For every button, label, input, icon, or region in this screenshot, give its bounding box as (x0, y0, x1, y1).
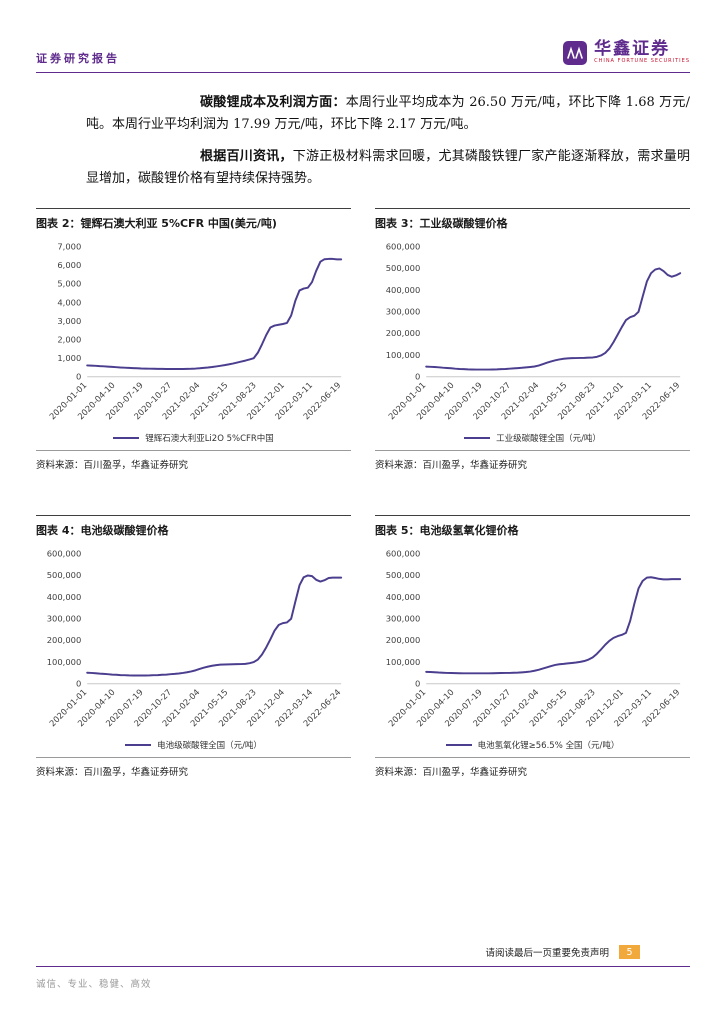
paragraph-baichuan-news: 根据百川资讯，下游正极材料需求回暖，尤其磷酸铁锂厂家产能逐渐释放，需求量明显增加… (86, 146, 690, 191)
chart-legend: 锂辉石澳大利亚Li2O 5%CFR中国 (36, 432, 351, 444)
chart-legend: 工业级碳酸锂全国（元/吨） (375, 432, 690, 444)
svg-text:0: 0 (415, 372, 420, 382)
chart-source: 资料来源：百川盈孚，华鑫证券研究 (36, 449, 351, 471)
svg-text:0: 0 (76, 372, 81, 382)
svg-text:6,000: 6,000 (57, 260, 81, 270)
svg-text:500,000: 500,000 (386, 570, 421, 580)
svg-text:400,000: 400,000 (47, 592, 82, 602)
svg-text:100,000: 100,000 (386, 350, 421, 360)
chart-legend: 电池级碳酸锂全国（元/吨） (36, 739, 351, 751)
page-number-badge: 5 (619, 945, 640, 959)
legend-line-swatch (125, 743, 152, 746)
svg-text:0: 0 (76, 678, 81, 688)
legend-label: 工业级碳酸锂全国（元/吨） (496, 433, 601, 444)
svg-text:0: 0 (415, 678, 420, 688)
brand-text: 华鑫证券 CHINA FORTUNE SECURITIES (594, 41, 690, 64)
svg-text:500,000: 500,000 (47, 570, 82, 580)
chart-title: 图表 4：电池级碳酸锂价格 (36, 514, 351, 542)
legend-label: 电池氢氧化锂≥56.5% 全国（元/吨） (477, 740, 620, 751)
legend-line-swatch (445, 743, 472, 746)
svg-text:7,000: 7,000 (57, 242, 81, 252)
svg-text:600,000: 600,000 (47, 548, 82, 558)
chart-legend: 电池氢氧化锂≥56.5% 全国（元/吨） (375, 739, 690, 751)
charts-grid: 图表 2：锂辉石澳大利亚 5%CFR 中国(美元/吨) 0 1,000 2,000 3… (36, 208, 690, 778)
paragraph-cost-profit: 碳酸锂成本及利润方面：本周行业平均成本为 26.50 万元/吨，环比下降 1.6… (86, 92, 690, 137)
paragraph-lead: 根据百川资讯， (200, 148, 293, 164)
brand-name: 华鑫证券 (594, 39, 671, 60)
brand-block: 华鑫证券 CHINA FORTUNE SECURITIES (562, 40, 690, 66)
svg-text:600,000: 600,000 (386, 242, 421, 252)
svg-text:600,000: 600,000 (386, 548, 421, 558)
svg-text:3,000: 3,000 (57, 316, 81, 326)
header-divider (36, 72, 690, 73)
chart-source: 资料来源：百川盈孚，华鑫证券研究 (375, 756, 690, 778)
disclaimer-row: 请阅读最后一页重要免责声明 5 (36, 945, 690, 959)
legend-label: 电池级碳酸锂全国（元/吨） (157, 740, 262, 751)
svg-text:1,000: 1,000 (57, 353, 81, 363)
line-chart: 0 100,000 200,000 300,000 400,000 500,000 600,… (47, 548, 343, 728)
svg-text:5,000: 5,000 (57, 279, 81, 289)
svg-text:400,000: 400,000 (386, 592, 421, 602)
disclaimer-text: 请阅读最后一页重要免责声明 (485, 948, 609, 959)
chart-panel-industrial-carbonate: 图表 3：工业级碳酸锂价格 0 100,000 200,000 300,000 400,… (375, 208, 690, 471)
paragraph-lead: 碳酸锂成本及利润方面： (200, 95, 346, 110)
svg-text:2,000: 2,000 (57, 334, 81, 344)
page-header: 证券研究报告 华鑫证券 CHINA FORTUNE SECURITIES (36, 40, 690, 66)
body-text: 碳酸锂成本及利润方面：本周行业平均成本为 26.50 万元/吨，环比下降 1.6… (86, 92, 690, 199)
svg-text:100,000: 100,000 (47, 657, 82, 667)
line-chart: 0 100,000 200,000 300,000 400,000 500,000 600,… (386, 242, 682, 422)
chart-title: 图表 3：工业级碳酸锂价格 (375, 208, 690, 235)
report-type-label: 证券研究报告 (36, 52, 120, 65)
paragraph-body: 本周行业平均成本为 26.50 万元/吨，环比下降 1.68 万元/吨。本周行业… (86, 95, 690, 133)
legend-line-swatch (464, 436, 491, 439)
line-chart: 01,0002,0003,0004,0005,0006,0007,0002020… (47, 242, 342, 422)
svg-text:300,000: 300,000 (47, 613, 82, 623)
svg-text:200,000: 200,000 (386, 328, 421, 338)
brand-subtitle: CHINA FORTUNE SECURITIES (594, 58, 690, 65)
legend-label: 锂辉石澳大利亚Li2O 5%CFR中国 (145, 433, 274, 444)
company-slogan: 诚信、专业、稳健、高效 (36, 979, 152, 990)
paragraph-body: 下游正极材料需求回暖，尤其磷酸铁锂厂家产能逐渐释放，需求量明显增加，碳酸锂价格有… (86, 148, 690, 187)
line-chart: 0 100,000 200,000 300,000 400,000 500,000 600,… (386, 548, 682, 728)
chart-panel-spodumene: 图表 2：锂辉石澳大利亚 5%CFR 中国(美元/吨) 0 1,000 2,000 3… (36, 208, 351, 471)
chart-panel-battery-carbonate: 图表 4：电池级碳酸锂价格 0 100,000 200,000 300,000 400,… (36, 514, 351, 778)
svg-text:500,000: 500,000 (386, 263, 421, 273)
chart-source: 资料来源：百川盈孚，华鑫证券研究 (375, 449, 690, 471)
huaxin-logo-icon (563, 41, 588, 65)
svg-text:100,000: 100,000 (386, 657, 421, 667)
page-footer: 请阅读最后一页重要免责声明 5 诚信、专业、稳健、高效 (36, 945, 690, 990)
svg-text:200,000: 200,000 (386, 635, 421, 645)
chart-source: 资料来源：百川盈孚，华鑫证券研究 (36, 756, 351, 778)
svg-text:400,000: 400,000 (386, 285, 421, 295)
svg-text:300,000: 300,000 (386, 307, 421, 317)
svg-text:4,000: 4,000 (57, 297, 81, 307)
footer-divider (36, 966, 690, 967)
chart-panel-hydroxide: 图表 5：电池级氢氧化锂价格 0 100,000 200,000 300,000 400… (375, 514, 690, 778)
legend-line-swatch (113, 436, 140, 439)
svg-text:300,000: 300,000 (386, 613, 421, 623)
chart-title: 图表 2：锂辉石澳大利亚 5%CFR 中国(美元/吨) (36, 208, 351, 235)
svg-text:200,000: 200,000 (47, 635, 82, 645)
chart-title: 图表 5：电池级氢氧化锂价格 (375, 514, 690, 542)
